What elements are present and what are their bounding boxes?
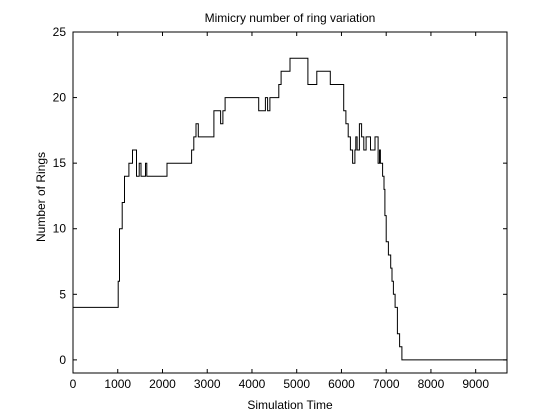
y-tick-label: 10 [53,222,67,236]
x-tick-label: 9000 [462,377,489,391]
tick-labels: 0 1000 2000 3000 4000 5000 6000 7000 8000 9000 0 5 1… [53,25,490,391]
tick-marks [72,31,507,373]
x-tick-label: 1000 [104,377,131,391]
y-tick-label: 20 [53,91,67,105]
x-tick-label: 2000 [149,377,176,391]
x-tick-label: 0 [70,377,77,391]
x-tick-label: 4000 [239,377,266,391]
y-tick-label: 0 [59,353,66,367]
series-line-ring-count [73,57,507,361]
x-tick-label: 3000 [194,377,221,391]
y-tick-label: 5 [59,287,66,301]
y-tick-label: 15 [53,156,67,170]
x-tick-label: 6000 [328,377,355,391]
x-tick-label: 5000 [283,377,310,391]
chart-title: Mimicry number of ring variation [205,11,376,25]
plot-area-frame [72,31,508,374]
x-tick-label: 7000 [373,377,400,391]
y-tick-label: 25 [53,25,67,39]
x-axis-title: Simulation Time [247,398,333,412]
y-axis-title: Number of Rings [34,152,48,242]
x-tick-label: 8000 [418,377,445,391]
